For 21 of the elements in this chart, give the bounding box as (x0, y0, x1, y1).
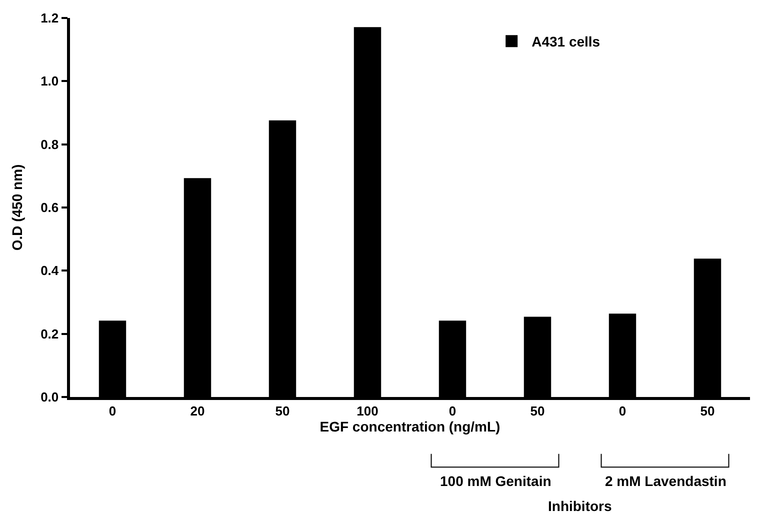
text: 100 mM Genitain (440, 473, 552, 489)
x-tick-label: 20 (190, 403, 205, 418)
text: 2 mM Lavendastin (605, 473, 726, 489)
y-tick-label: 1.0 (40, 74, 59, 89)
y-tick-label: 0.8 (40, 136, 59, 152)
x-tick-label: 0 (108, 403, 116, 418)
x-tick-label: 0 (448, 403, 456, 418)
legend-label: A431 cells (532, 34, 600, 50)
x-axis-title: EGF concentration (ng/mL) (320, 418, 500, 434)
y-tick-label: 1.2 (40, 10, 59, 26)
x-tick-label: 0 (618, 403, 626, 418)
x-tick-label: 100 (356, 403, 378, 418)
y-tick-label: 0.4 (40, 263, 60, 278)
y-tick-label: 0.6 (40, 200, 59, 216)
x-tick-label: 50 (530, 403, 545, 418)
y-tick-label: 0.0 (40, 390, 59, 405)
x-tick-label: 50 (275, 403, 290, 418)
y-tick-label: 0.2 (40, 326, 59, 342)
y-axis-title: O.D (450 nm) (9, 164, 26, 251)
x-tick-label: 50 (700, 403, 715, 418)
text: Inhibitors (548, 498, 612, 514)
